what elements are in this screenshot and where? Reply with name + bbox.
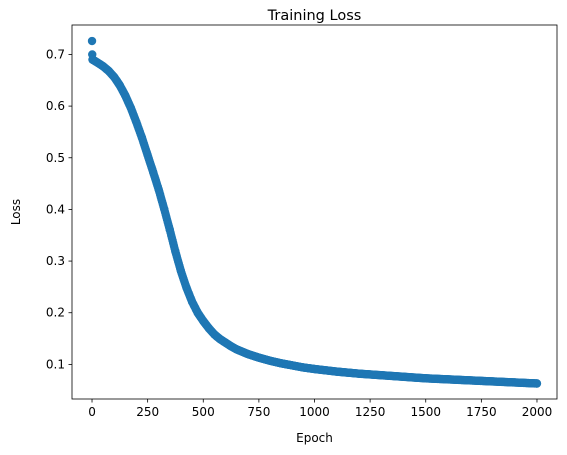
x-tick-label: 1250 [355,405,386,419]
y-axis-ticks: 0.1 0.2 0.3 0.4 0.5 0.6 0.7 [46,47,72,371]
data-points [87,36,542,388]
plot-area [71,24,558,400]
x-tick-label: 250 [136,405,159,419]
x-tick-label: 0 [88,405,96,419]
x-tick-label: 1750 [466,405,497,419]
data-point [87,36,97,46]
data-point [532,379,541,388]
plot-background [72,25,557,399]
x-tick-label: 2000 [522,405,553,419]
y-tick-label: 0.2 [46,306,65,320]
x-axis-label: Epoch [296,431,333,445]
chart-title: Training Loss [267,8,362,24]
y-tick-label: 0.4 [46,202,65,216]
y-tick-label: 0.5 [46,151,65,165]
y-tick-label: 0.7 [46,47,65,61]
x-tick-label: 750 [247,405,270,419]
y-tick-label: 0.3 [46,254,65,268]
y-axis-label: Loss [9,199,23,225]
x-axis-ticks: 0 250 500 750 1000 1250 1500 1750 2000 [88,399,552,419]
x-tick-label: 500 [192,405,215,419]
x-tick-label: 1000 [299,405,330,419]
y-tick-label: 0.1 [46,357,65,371]
x-tick-label: 1500 [410,405,441,419]
y-tick-label: 0.6 [46,99,65,113]
